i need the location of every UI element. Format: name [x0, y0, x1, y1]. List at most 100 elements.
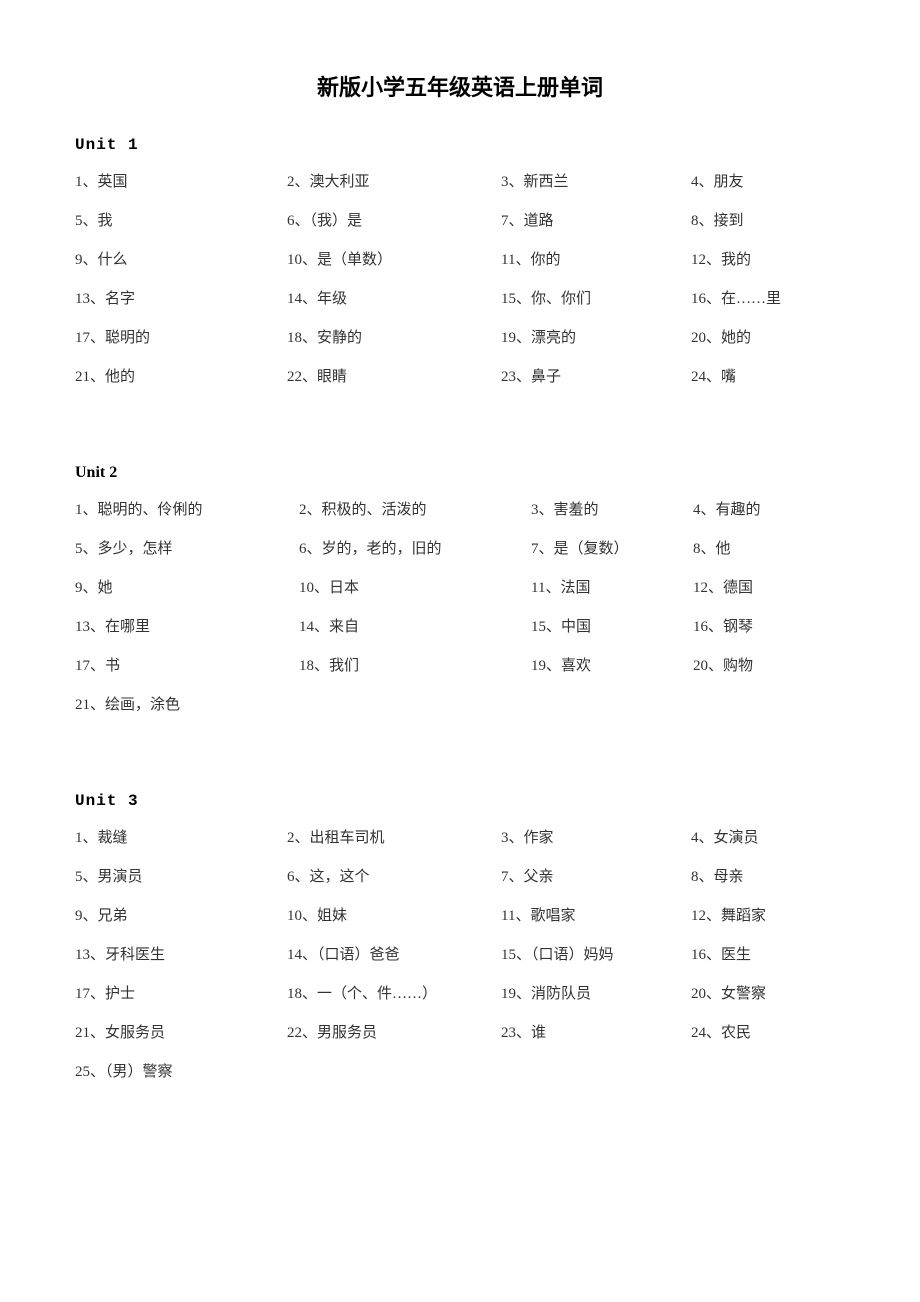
word-cell: 8、母亲	[691, 865, 845, 886]
word-cell: 6、岁的，老的，旧的	[299, 537, 531, 558]
word-cell: 13、名字	[75, 287, 287, 308]
word-cell: 5、男演员	[75, 865, 287, 886]
word-row: 5、我6、（我）是7、道路8、接到	[75, 209, 845, 230]
document-title: 新版小学五年级英语上册单词	[75, 70, 845, 102]
word-cell: 6、（我）是	[287, 209, 501, 230]
word-cell: 3、新西兰	[501, 170, 691, 191]
word-cell: 14、（口语）爸爸	[287, 943, 501, 964]
word-cell: 25、（男）警察	[75, 1060, 287, 1081]
word-row: 1、裁缝2、出租车司机3、作家4、女演员	[75, 826, 845, 847]
unit-heading: Unit 2	[75, 464, 845, 482]
word-cell: 12、德国	[693, 576, 845, 597]
word-cell: 18、一（个、件……）	[287, 982, 501, 1003]
word-cell: 16、医生	[691, 943, 845, 964]
word-cell: 10、姐妹	[287, 904, 501, 925]
word-cell: 18、安静的	[287, 326, 501, 347]
word-cell: 2、积极的、活泼的	[299, 498, 531, 519]
unit-heading: Unit 1	[75, 136, 845, 154]
word-cell: 17、护士	[75, 982, 287, 1003]
word-cell: 9、什么	[75, 248, 287, 269]
word-row: 13、在哪里14、来自15、中国16、钢琴	[75, 615, 845, 636]
word-cell: 7、道路	[501, 209, 691, 230]
word-cell: 5、多少，怎样	[75, 537, 299, 558]
word-cell: 20、她的	[691, 326, 845, 347]
word-cell: 4、有趣的	[693, 498, 845, 519]
word-cell: 4、女演员	[691, 826, 845, 847]
word-cell: 21、女服务员	[75, 1021, 287, 1042]
word-cell: 10、是（单数）	[287, 248, 501, 269]
word-grid: 1、英国2、澳大利亚3、新西兰4、朋友 5、我6、（我）是7、道路8、接到 9、什么…	[75, 170, 845, 386]
word-row: 5、多少，怎样6、岁的，老的，旧的7、是（复数）8、他	[75, 537, 845, 558]
word-cell: 21、绘画，涂色	[75, 693, 299, 714]
word-cell: 17、聪明的	[75, 326, 287, 347]
word-row: 9、什么10、是（单数）11、你的12、我的	[75, 248, 845, 269]
word-row: 5、男演员6、这，这个7、父亲8、母亲	[75, 865, 845, 886]
word-cell: 1、英国	[75, 170, 287, 191]
word-grid: 1、聪明的、伶俐的2、积极的、活泼的3、害羞的4、有趣的 5、多少，怎样6、岁的，…	[75, 498, 845, 714]
word-cell: 8、他	[693, 537, 845, 558]
word-cell: 13、牙科医生	[75, 943, 287, 964]
word-cell: 4、朋友	[691, 170, 845, 191]
word-row: 25、（男）警察	[75, 1060, 845, 1081]
unit-block: Unit 3 1、裁缝2、出租车司机3、作家4、女演员 5、男演员6、这，这个7、父…	[75, 792, 845, 1081]
word-row: 21、女服务员22、男服务员23、谁24、农民	[75, 1021, 845, 1042]
word-cell: 12、我的	[691, 248, 845, 269]
word-cell: 15、你、你们	[501, 287, 691, 308]
word-cell: 16、在……里	[691, 287, 845, 308]
word-cell: 9、她	[75, 576, 299, 597]
word-cell: 22、男服务员	[287, 1021, 501, 1042]
word-row: 17、书18、我们19、喜欢20、购物	[75, 654, 845, 675]
word-cell: 22、眼睛	[287, 365, 501, 386]
units-container: Unit 1 1、英国2、澳大利亚3、新西兰4、朋友 5、我6、（我）是7、道路8、…	[75, 136, 845, 1081]
word-cell: 7、是（复数）	[531, 537, 693, 558]
word-cell: 24、嘴	[691, 365, 845, 386]
word-cell: 2、澳大利亚	[287, 170, 501, 191]
word-cell: 19、喜欢	[531, 654, 693, 675]
unit-block: Unit 1 1、英国2、澳大利亚3、新西兰4、朋友 5、我6、（我）是7、道路8、…	[75, 136, 845, 386]
word-cell: 16、钢琴	[693, 615, 845, 636]
word-row: 1、英国2、澳大利亚3、新西兰4、朋友	[75, 170, 845, 191]
word-row: 9、兄弟10、姐妹11、歌唱家12、舞蹈家	[75, 904, 845, 925]
unit-block: Unit 2 1、聪明的、伶俐的2、积极的、活泼的3、害羞的4、有趣的 5、多少，怎…	[75, 464, 845, 714]
word-row: 17、聪明的18、安静的19、漂亮的20、她的	[75, 326, 845, 347]
word-cell: 6、这，这个	[287, 865, 501, 886]
word-row: 21、他的22、眼睛23、鼻子24、嘴	[75, 365, 845, 386]
word-cell: 23、谁	[501, 1021, 691, 1042]
word-cell: 24、农民	[691, 1021, 845, 1042]
word-cell: 11、歌唱家	[501, 904, 691, 925]
word-cell: 10、日本	[299, 576, 531, 597]
word-cell: 8、接到	[691, 209, 845, 230]
word-cell: 2、出租车司机	[287, 826, 501, 847]
word-cell: 19、消防队员	[501, 982, 691, 1003]
word-cell: 23、鼻子	[501, 365, 691, 386]
unit-heading: Unit 3	[75, 792, 845, 810]
word-cell: 17、书	[75, 654, 299, 675]
word-row: 21、绘画，涂色	[75, 693, 845, 714]
word-row: 1、聪明的、伶俐的2、积极的、活泼的3、害羞的4、有趣的	[75, 498, 845, 519]
word-cell: 21、他的	[75, 365, 287, 386]
word-cell: 3、害羞的	[531, 498, 693, 519]
word-cell: 7、父亲	[501, 865, 691, 886]
word-cell: 1、裁缝	[75, 826, 287, 847]
word-cell: 19、漂亮的	[501, 326, 691, 347]
word-cell: 3、作家	[501, 826, 691, 847]
word-cell: 1、聪明的、伶俐的	[75, 498, 299, 519]
word-row: 17、护士18、一（个、件……）19、消防队员20、女警察	[75, 982, 845, 1003]
word-cell: 20、女警察	[691, 982, 845, 1003]
word-cell: 13、在哪里	[75, 615, 299, 636]
word-cell: 14、年级	[287, 287, 501, 308]
word-cell: 15、（口语）妈妈	[501, 943, 691, 964]
word-cell: 9、兄弟	[75, 904, 287, 925]
word-cell: 11、法国	[531, 576, 693, 597]
word-row: 13、牙科医生14、（口语）爸爸15、（口语）妈妈16、医生	[75, 943, 845, 964]
word-cell: 14、来自	[299, 615, 531, 636]
word-cell: 15、中国	[531, 615, 693, 636]
word-row: 9、她10、日本11、法国12、德国	[75, 576, 845, 597]
word-grid: 1、裁缝2、出租车司机3、作家4、女演员 5、男演员6、这，这个7、父亲8、母亲 9…	[75, 826, 845, 1081]
word-cell: 18、我们	[299, 654, 531, 675]
word-cell: 12、舞蹈家	[691, 904, 845, 925]
word-cell: 20、购物	[693, 654, 845, 675]
word-row: 13、名字14、年级15、你、你们16、在……里	[75, 287, 845, 308]
word-cell: 11、你的	[501, 248, 691, 269]
document-page: 新版小学五年级英语上册单词 Unit 1 1、英国2、澳大利亚3、新西兰4、朋友 5…	[0, 0, 920, 1219]
